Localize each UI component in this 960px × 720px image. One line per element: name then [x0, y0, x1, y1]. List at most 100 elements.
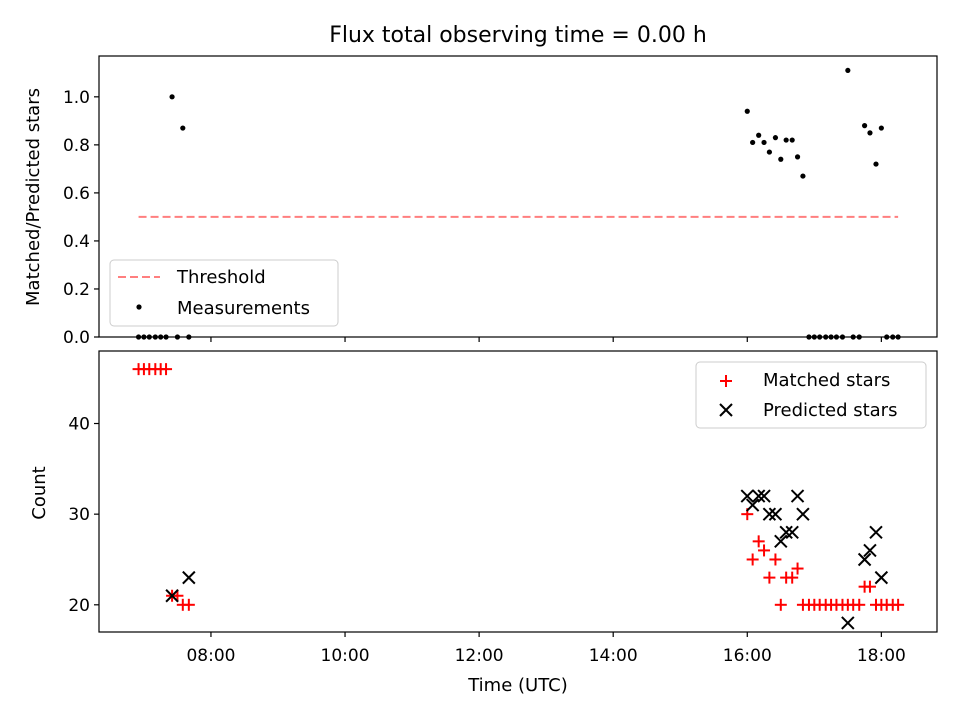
measurement-point — [783, 137, 789, 143]
measurement-point — [152, 334, 158, 340]
measurement-point — [761, 139, 767, 146]
measurement-point — [878, 125, 884, 131]
predicted-star-point — [785, 525, 799, 539]
predicted-star-point — [182, 570, 196, 585]
top-y-tick-label: 1.0 — [63, 88, 90, 108]
matched-star-point — [763, 571, 776, 584]
predicted-star-point — [751, 489, 766, 503]
measurement-point — [772, 135, 779, 141]
predicted-star-point — [740, 489, 754, 503]
matched-star-point — [786, 571, 799, 584]
measurement-point — [794, 154, 801, 160]
top-y-tick-label: 0.0 — [63, 328, 90, 348]
measurement-point — [186, 334, 192, 340]
matched-star-point — [182, 598, 195, 611]
x-tick-label: 14:00 — [589, 646, 638, 666]
measurement-point — [861, 123, 868, 129]
predicted-star-point — [869, 525, 883, 539]
top-panel: 0.0 0.2 0.4 0.6 0.8 1.0 Matched/Predicted sta… — [23, 55, 938, 348]
measurement-point — [163, 334, 169, 340]
measurement-point — [845, 67, 851, 74]
measurement-point — [828, 334, 834, 340]
measurement-point — [766, 149, 773, 155]
bottom-y-tick-label: 30 — [68, 505, 90, 525]
measurement-point — [174, 334, 181, 340]
top-legend: Threshold Measurements — [109, 259, 339, 327]
measurement-point — [833, 334, 840, 340]
x-tick-label: 16:00 — [723, 646, 772, 666]
matched-star-point — [752, 535, 765, 548]
measurement-point — [856, 334, 862, 340]
top-axis-ticks: 0.0 0.2 0.4 0.6 0.8 1.0 — [63, 88, 882, 348]
measurement-point — [800, 173, 806, 179]
measurement-point — [750, 139, 756, 146]
measurement-point — [806, 334, 812, 340]
top-y-tick-label: 0.8 — [63, 136, 90, 156]
measurement-point — [744, 108, 750, 114]
top-y-tick-label: 0.2 — [63, 280, 90, 300]
measurement-point — [823, 334, 829, 340]
legend-threshold-label: Threshold — [176, 267, 266, 288]
predicted-star-point — [841, 616, 855, 630]
measurement-point — [817, 334, 823, 340]
top-y-axis-label: Matched/Predicted stars — [23, 88, 44, 306]
legend-matched-swatch — [720, 375, 732, 387]
measurement-point — [867, 130, 873, 136]
predicted-star-point — [745, 498, 760, 512]
measurement-point — [135, 334, 142, 340]
predicted-star-point — [757, 489, 771, 503]
predicted-star-point — [790, 489, 805, 503]
matched-star-point — [853, 598, 866, 611]
legend-measurements-swatch — [136, 304, 142, 310]
predicted-star-point — [768, 507, 783, 521]
matched-star-point — [863, 580, 876, 593]
predicted-star-point — [779, 525, 793, 539]
legend-predicted-swatch — [719, 403, 733, 417]
predicted-star-point — [796, 507, 810, 521]
measurement-point — [158, 334, 164, 340]
measurement-point — [811, 334, 817, 340]
measurement-point — [839, 334, 846, 340]
measurement-point — [778, 156, 784, 162]
measurement-point — [789, 137, 795, 143]
measurement-point — [180, 125, 186, 131]
measurement-point — [895, 334, 901, 340]
predicted-star-point — [874, 570, 889, 585]
measurement-point — [146, 334, 152, 340]
predicted-star-point — [165, 589, 179, 603]
measurement-point — [141, 334, 147, 340]
bottom-plot-frame — [98, 350, 938, 633]
predicted-star-point — [863, 543, 877, 558]
bottom-y-tick-label: 40 — [68, 415, 90, 435]
top-y-tick-label: 0.6 — [63, 184, 90, 204]
bottom-y-axis-label: Count — [29, 466, 50, 519]
measurement-point — [756, 132, 762, 138]
predicted-star-point — [774, 534, 788, 549]
measurement-point — [884, 334, 890, 340]
top-legend-box — [109, 259, 339, 327]
x-tick-label: 08:00 — [186, 646, 235, 666]
bottom-panel: 08:00 10:00 12:00 14:00 16:00 18:00 20 30 40 Cou… — [29, 350, 938, 696]
measurement-point — [169, 94, 175, 100]
predicted-star-point — [762, 507, 777, 521]
top-y-tick-label: 0.4 — [63, 232, 90, 252]
x-tick-label: 10:00 — [321, 646, 370, 666]
bottom-legend: Matched stars Predicted stars — [695, 361, 927, 429]
measurement-point — [873, 161, 879, 167]
chart-title: Flux total observing time = 0.00 h — [329, 23, 707, 48]
measurement-point — [850, 334, 856, 340]
bottom-marks — [132, 363, 905, 630]
top-plot-frame — [98, 55, 938, 338]
matched-star-point — [758, 544, 771, 557]
top-marks — [135, 67, 901, 340]
legend-measurements-label: Measurements — [177, 298, 310, 319]
legend-matched-label: Matched stars — [763, 370, 890, 391]
matched-star-point — [769, 553, 782, 566]
x-axis-label: Time (UTC) — [467, 675, 568, 696]
matched-star-point — [892, 598, 905, 611]
x-tick-label: 12:00 — [455, 646, 504, 666]
matched-star-point — [746, 553, 759, 566]
bottom-y-tick-label: 20 — [68, 596, 90, 616]
